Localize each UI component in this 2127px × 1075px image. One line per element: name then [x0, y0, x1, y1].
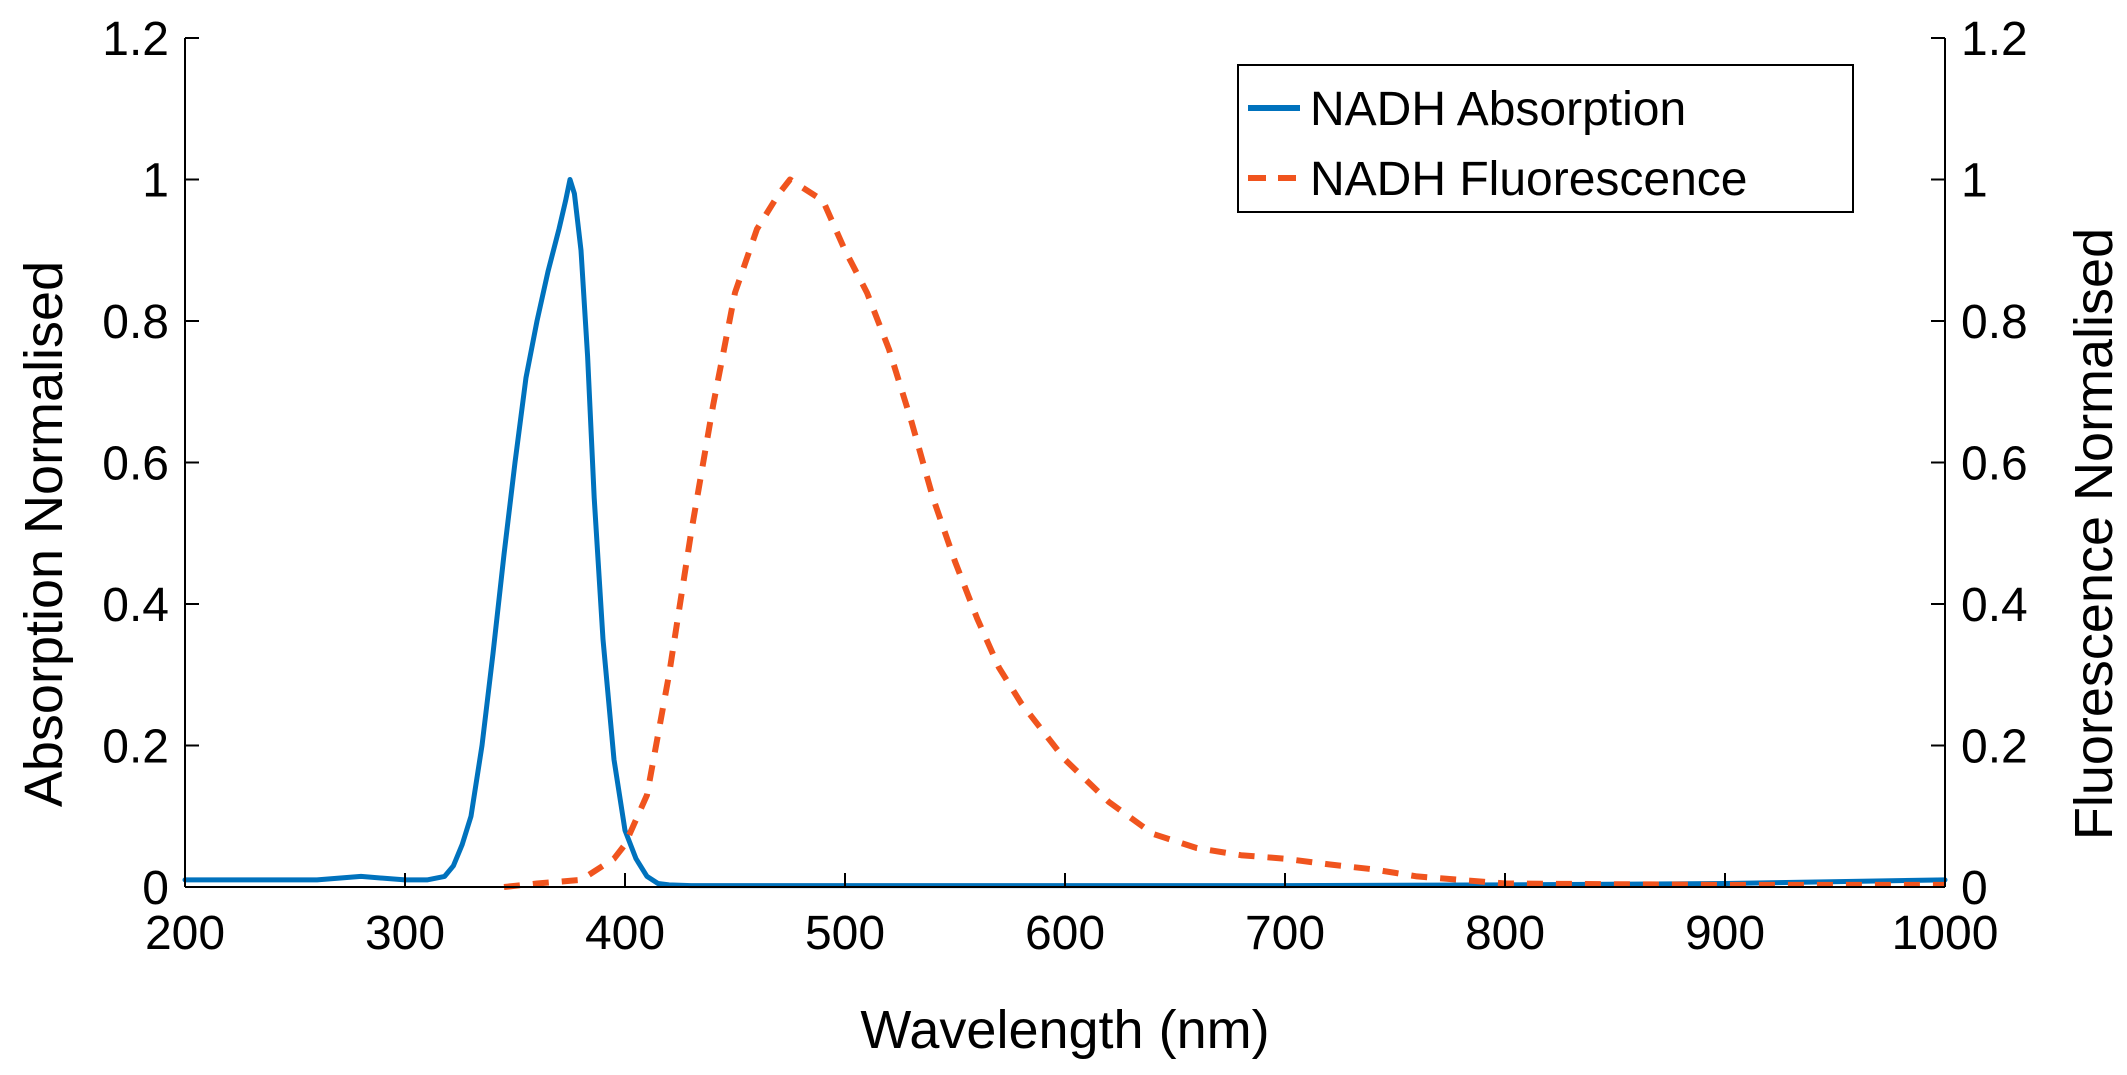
y-tick-label-right: 0: [1961, 862, 1988, 915]
series-line-nadh-absorption: [182, 177, 1948, 889]
x-axis-title: Wavelength (nm): [860, 1000, 1269, 1060]
x-tick-label: 1000: [1892, 907, 1999, 960]
x-tick-label: 500: [805, 907, 885, 960]
y-tick-label-right: 0.6: [1961, 438, 2028, 491]
x-tick-label: 900: [1685, 907, 1765, 960]
y-tick-label-right: 0.8: [1961, 296, 2028, 349]
legend: NADH Absorption NADH Fluorescence: [1237, 64, 1854, 213]
legend-label-absorption: NADH Absorption: [1310, 83, 1686, 136]
x-tick-label: 800: [1465, 907, 1545, 960]
y-tick-label: 0.8: [102, 296, 169, 349]
legend-label-fluorescence: NADH Fluorescence: [1310, 153, 1747, 206]
y-tick-label-right: 0.2: [1961, 721, 2028, 774]
y-tick-label-right: 1.2: [1961, 13, 2028, 66]
x-tick-label: 200: [145, 907, 225, 960]
y-tick-label-right: 0.4: [1961, 579, 2028, 632]
y-axis-title: Absorption Normalised: [14, 261, 74, 807]
series-line-nadh-fluorescence: [503, 176, 1945, 890]
y-tick-label: 1: [142, 155, 169, 208]
y-tick-label: 0.2: [102, 721, 169, 774]
y-tick-label: 0.4: [102, 579, 169, 632]
y-tick-label: 0: [142, 862, 169, 915]
x-tick-label: 700: [1245, 907, 1325, 960]
y-tick-label: 0.6: [102, 438, 169, 491]
legend-box: [1237, 64, 1854, 213]
y-axis-title-right: Fluorescence Normalised: [2064, 228, 2124, 840]
x-tick-label: 600: [1025, 907, 1105, 960]
plot-layer: [182, 176, 1948, 890]
x-tick-label: 400: [585, 907, 665, 960]
y-tick-label: 1.2: [102, 13, 169, 66]
y-tick-label-right: 1: [1961, 155, 1988, 208]
axes-layer: 200 300 400 500 600 700 800 900 100000.20.40.60.…: [102, 13, 2027, 960]
x-tick-label: 300: [365, 907, 445, 960]
